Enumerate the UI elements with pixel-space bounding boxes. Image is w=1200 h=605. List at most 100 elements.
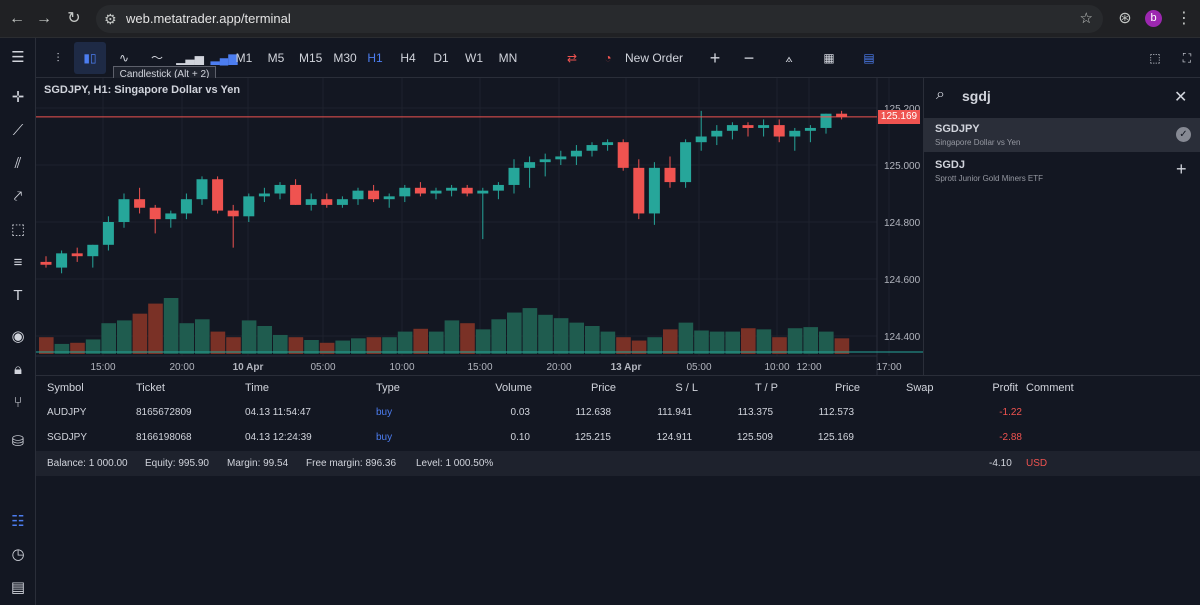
price-tick-label: 124.600 <box>884 275 921 286</box>
volume-bar <box>663 329 678 354</box>
search-icon: ⌕ <box>936 86 945 103</box>
new-order-icon[interactable]: ◔ <box>604 51 612 65</box>
one-click-trading-icon[interactable]: ⇄ <box>566 51 578 65</box>
symbol-search-panel: ⌕ ✕ SGDJPY Singapore Dollar vs Yen ✓ SGD… <box>923 78 1200 375</box>
column-header[interactable]: Price <box>834 382 860 394</box>
volume-icon[interactable]: ▁▃▅ <box>176 51 204 65</box>
search-box[interactable]: ⌕ ✕ <box>924 78 1200 118</box>
candlestick-chart[interactable]: 125.200 125.000 124.800 124.600 124.400 15:00… <box>36 78 923 375</box>
timeframe-d1[interactable]: D1 <box>433 51 449 65</box>
fibonacci-icon[interactable]: ≡ <box>13 254 23 271</box>
volume-bar <box>678 322 694 354</box>
objects-tree-icon[interactable]: ⑂ <box>13 394 23 411</box>
journal-icon[interactable]: ▤ <box>10 579 26 596</box>
candle <box>321 199 333 205</box>
history-icon[interactable]: ◷ <box>11 546 25 563</box>
volume-bar <box>616 337 631 354</box>
column-header[interactable]: T / P <box>754 382 778 394</box>
text-tool-icon[interactable]: T <box>13 287 23 304</box>
timeframe-m30[interactable]: M30 <box>333 51 357 65</box>
site-settings-icon[interactable]: ⚙ <box>104 11 117 27</box>
cell-sl: 124.911 <box>656 432 692 443</box>
candlestick-type-icon[interactable]: ▮▯ <box>74 42 106 74</box>
volume-bar <box>553 318 569 354</box>
volume-bar <box>772 337 787 354</box>
extensions-icon[interactable]: ⊛ <box>1118 10 1132 27</box>
cell-tp: 113.375 <box>737 407 773 418</box>
menu-icon[interactable]: ☰ <box>11 49 25 66</box>
line-chart-type-icon[interactable]: ∿ <box>118 51 130 65</box>
column-header[interactable]: S / L <box>675 382 698 394</box>
add-icon[interactable]: + <box>1176 159 1187 179</box>
tick-volume-icon[interactable]: ▂▄▆ <box>210 51 238 65</box>
column-header[interactable]: Ticket <box>136 382 165 394</box>
close-icon[interactable]: ✕ <box>1174 89 1188 106</box>
candle <box>695 136 707 143</box>
back-icon[interactable]: ← <box>9 10 25 27</box>
address-bar[interactable]: ⚙ web.metatrader.app/terminal ☆ <box>96 5 1103 33</box>
timeframe-mn[interactable]: MN <box>498 51 518 65</box>
bar-chart-type-icon[interactable]: ⫶ <box>56 51 60 65</box>
trend-line-icon[interactable]: ⟋ <box>12 122 24 139</box>
templates-icon[interactable]: ▤ <box>863 51 875 65</box>
price-tick-label: 124.400 <box>884 332 921 343</box>
volume-bar <box>210 331 226 354</box>
area-chart-type-icon[interactable]: 〜 <box>150 51 163 65</box>
timeframe-m15[interactable]: M15 <box>299 51 323 65</box>
fullscreen-icon[interactable]: ⛶ <box>1182 51 1192 65</box>
margin-level: Level: 1 000.50% <box>416 458 494 469</box>
screenshot-icon[interactable]: ⬚ <box>1149 51 1161 65</box>
column-header[interactable]: Symbol <box>47 382 84 394</box>
reload-icon[interactable]: ↻ <box>67 10 81 27</box>
polyline-icon[interactable]: ⤤ <box>13 188 23 205</box>
indicators-icon[interactable]: ⟑ <box>785 51 793 65</box>
column-header[interactable]: Comment <box>1026 382 1074 394</box>
crosshair-icon[interactable]: ✛ <box>11 89 25 106</box>
candle <box>414 187 426 194</box>
cell-cur: 125.169 <box>817 432 854 443</box>
check-icon[interactable]: ✓ <box>1176 127 1191 142</box>
volume-bar <box>647 337 662 354</box>
bookmark-star-icon[interactable]: ☆ <box>1079 10 1093 27</box>
timeframe-m5[interactable]: M5 <box>267 51 285 65</box>
new-order-button[interactable]: New Order <box>624 51 683 65</box>
timeframe-h1[interactable]: H1 <box>367 51 383 65</box>
volume-bar <box>195 319 210 354</box>
browser-menu-icon[interactable]: ⋮ <box>1176 10 1192 27</box>
timeframe-m1[interactable]: M1 <box>235 51 253 65</box>
database-icon[interactable]: ⛁ <box>11 433 25 450</box>
cell-ticket: 8166198068 <box>136 432 192 443</box>
calendar-icon[interactable]: ▦ <box>823 51 835 65</box>
avatar[interactable]: b <box>1145 10 1162 27</box>
search-input[interactable] <box>962 88 1152 104</box>
trade-list-icon[interactable]: ☷ <box>11 513 25 530</box>
timeframe-w1[interactable]: W1 <box>465 51 483 65</box>
time-tick-label: 05:00 <box>686 362 711 373</box>
shapes-icon[interactable]: ⬚ <box>10 221 26 238</box>
lock-icon[interactable]: 🔒︎ <box>14 361 22 378</box>
eye-icon[interactable]: ◉ <box>11 328 25 345</box>
volume-bar <box>148 303 163 354</box>
chart-area[interactable]: 125.200 125.000 124.800 124.600 124.400 15:00… <box>36 78 923 375</box>
timeframe-h4[interactable]: H4 <box>400 51 416 65</box>
url-text[interactable]: web.metatrader.app/terminal <box>126 11 291 26</box>
column-header[interactable]: Price <box>590 382 616 394</box>
search-result-sgdj[interactable]: SGDJ Sprott Junior Gold Miners ETF + <box>924 154 1200 188</box>
column-header[interactable]: Type <box>376 382 400 394</box>
zoom-out-icon[interactable]: − <box>743 48 755 68</box>
volume-bar <box>132 313 148 354</box>
cell-symbol: AUDJPY <box>47 407 87 418</box>
column-header[interactable]: Swap <box>906 382 934 394</box>
search-result-sgdjpy[interactable]: SGDJPY Singapore Dollar vs Yen ✓ <box>924 118 1200 152</box>
cell-type: buy <box>376 407 393 418</box>
column-header[interactable]: Profit <box>992 382 1018 394</box>
channel-icon[interactable]: ⫽ <box>14 155 22 172</box>
column-header[interactable]: Time <box>245 382 270 394</box>
table-row[interactable]: SGDJPY 8166198068 04.13 12:24:39 buy 0.10 125… <box>36 426 1200 451</box>
zoom-in-icon[interactable]: + <box>709 48 721 68</box>
forward-icon[interactable]: → <box>36 10 52 27</box>
column-header[interactable]: Volume <box>495 382 532 394</box>
cell-type: buy <box>376 432 393 443</box>
candle <box>680 142 692 183</box>
table-row[interactable]: AUDJPY 8165672809 04.13 11:54:47 buy 0.03 112… <box>36 401 1200 426</box>
